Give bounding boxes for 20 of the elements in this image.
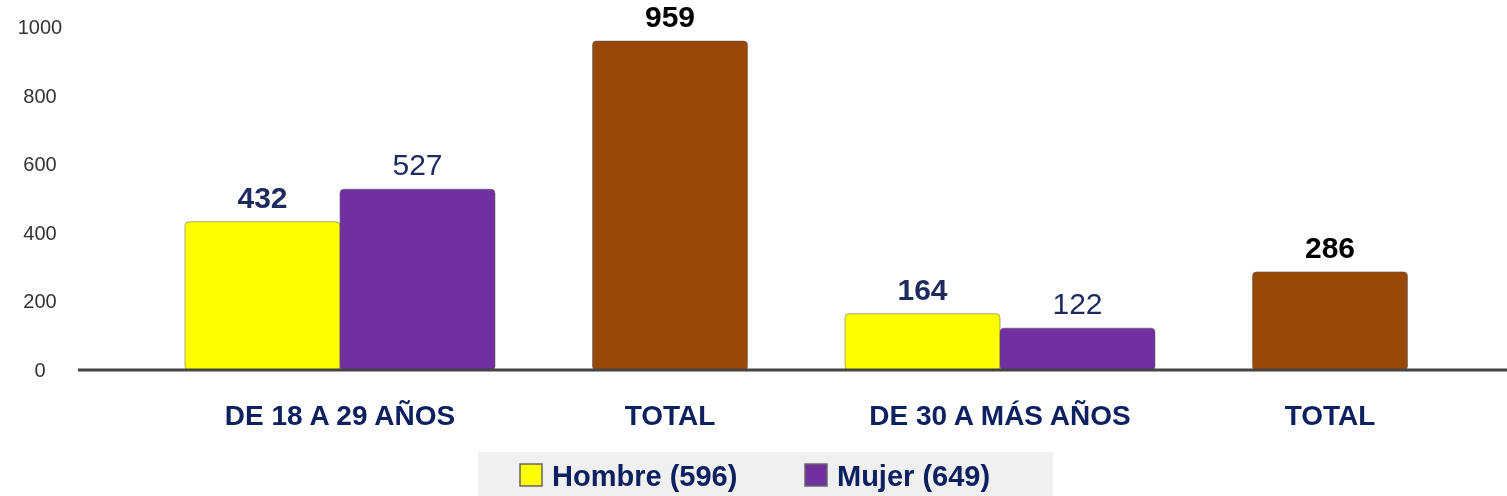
bar — [1252, 271, 1408, 371]
data-label: 959 — [644, 0, 696, 34]
y-tick-label: 400 — [23, 221, 57, 244]
data-label: 527 — [392, 148, 443, 182]
x-tick-label: DE 18 A 29 AÑOS — [224, 400, 456, 431]
y-tick-label: 200 — [23, 290, 57, 313]
y-tick-label: 1000 — [17, 16, 63, 38]
data-label: 122 — [1052, 287, 1103, 321]
y-tick-label: 600 — [23, 153, 57, 176]
y-tick-label: 0 — [34, 359, 46, 381]
x-tick-label: TOTAL — [624, 400, 716, 431]
x-tick-label: TOTAL — [1284, 400, 1376, 431]
legend-label: Hombre (596) — [552, 460, 738, 492]
data-label: 432 — [237, 180, 288, 214]
x-tick-label: DE 30 A MÁS AÑOS — [869, 400, 1131, 431]
data-label: 286 — [1304, 230, 1356, 264]
y-tick-label: 800 — [23, 84, 57, 107]
legend-label: Mujer (649) — [837, 460, 991, 492]
data-label: 164 — [897, 272, 948, 306]
bar — [592, 40, 748, 371]
